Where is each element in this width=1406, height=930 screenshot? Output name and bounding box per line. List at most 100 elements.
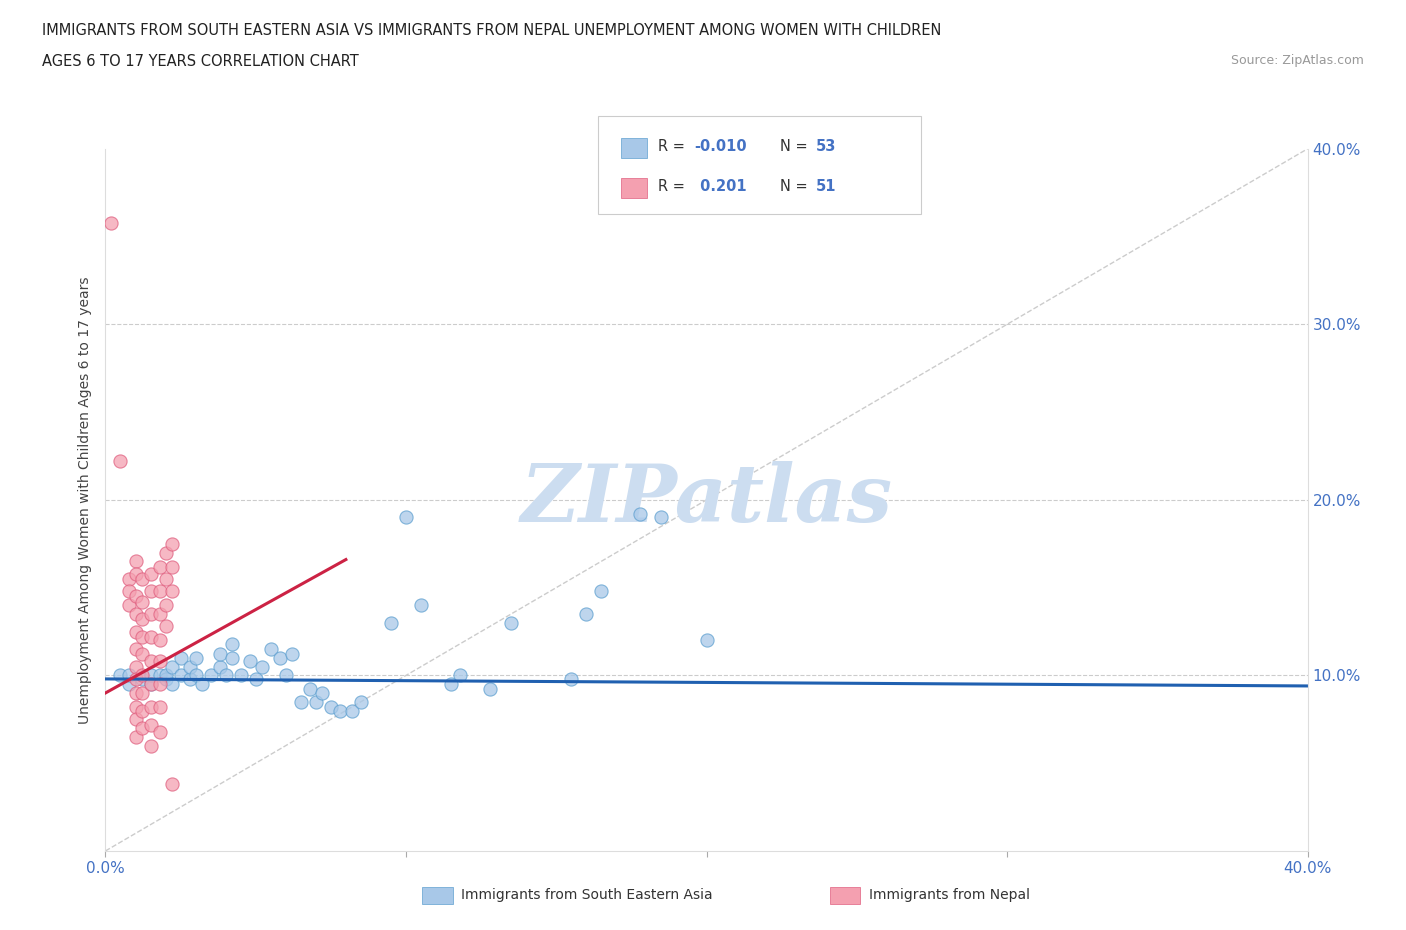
Point [148,584,170,599]
Point [350,695,373,710]
Text: IMMIGRANTS FROM SOUTH EASTERN ASIA VS IMMIGRANTS FROM NEPAL UNEMPLOYMENT AMONG W: IMMIGRANTS FROM SOUTH EASTERN ASIA VS IM… [42,23,942,38]
Point [139,677,162,692]
Point [139,584,162,599]
Point [440,677,463,692]
Point [124,554,146,569]
Point [100,215,122,230]
Point [131,668,153,683]
Point [148,633,170,648]
Point [160,537,183,551]
Point [139,699,162,714]
Text: AGES 6 TO 17 YEARS CORRELATION CHART: AGES 6 TO 17 YEARS CORRELATION CHART [42,54,359,69]
Point [139,654,162,669]
Point [148,606,170,621]
Point [269,650,291,665]
Point [298,682,321,697]
Point [169,650,191,665]
Point [214,668,236,683]
Text: N =: N = [780,179,813,194]
Point [118,571,141,586]
Point [179,659,201,674]
Point [696,633,718,648]
Point [160,584,183,599]
Point [131,594,153,609]
Point [501,616,523,631]
Point [124,606,146,621]
Point [148,668,170,683]
Point [160,559,183,574]
Point [479,682,502,697]
Point [155,668,177,683]
Point [124,566,146,581]
Text: Immigrants from South Eastern Asia: Immigrants from South Eastern Asia [461,887,713,902]
Point [131,685,153,700]
Text: Immigrants from Nepal: Immigrants from Nepal [869,887,1031,902]
Point [311,685,333,700]
Point [650,510,672,525]
Point [139,630,162,644]
Point [148,724,170,739]
Point [124,589,146,604]
Point [200,668,222,683]
Point [131,647,153,662]
Point [169,668,191,683]
Point [139,606,162,621]
Point [139,738,162,753]
Text: R =: R = [658,140,689,154]
Point [124,624,146,639]
Point [591,584,613,599]
Point [340,703,363,718]
Point [124,671,146,686]
Point [155,545,177,560]
Point [190,677,212,692]
Point [380,616,402,631]
Point [160,777,183,791]
Point [274,668,297,683]
Point [409,598,432,613]
Point [124,659,146,674]
Point [155,671,177,686]
Text: Source: ZipAtlas.com: Source: ZipAtlas.com [1230,54,1364,67]
Point [184,668,207,683]
Text: 0.201: 0.201 [695,179,747,194]
Point [560,671,582,686]
Point [260,642,283,657]
Text: 53: 53 [815,140,835,154]
Point [110,668,132,683]
Text: -0.010: -0.010 [695,140,747,154]
Point [155,598,177,613]
Point [245,671,267,686]
Point [179,671,201,686]
Point [148,677,170,692]
Point [124,699,146,714]
Text: ZIPatlas: ZIPatlas [520,461,893,538]
Text: R =: R = [658,179,689,194]
Point [575,606,598,621]
Point [305,695,328,710]
Text: N =: N = [780,140,813,154]
Point [131,571,153,586]
Point [628,507,651,522]
Text: 51: 51 [815,179,837,194]
Point [329,703,352,718]
Point [155,618,177,633]
Point [139,717,162,732]
Point [208,647,231,662]
Point [221,650,243,665]
Point [160,677,183,692]
Point [124,642,146,657]
Point [250,659,273,674]
Point [139,566,162,581]
Point [110,454,132,469]
Point [139,677,162,692]
Point [131,703,153,718]
Point [148,654,170,669]
Point [395,510,418,525]
Point [131,630,153,644]
Point [449,668,471,683]
Point [118,598,141,613]
Point [239,654,262,669]
Point [131,721,153,736]
Point [281,647,304,662]
Point [124,685,146,700]
